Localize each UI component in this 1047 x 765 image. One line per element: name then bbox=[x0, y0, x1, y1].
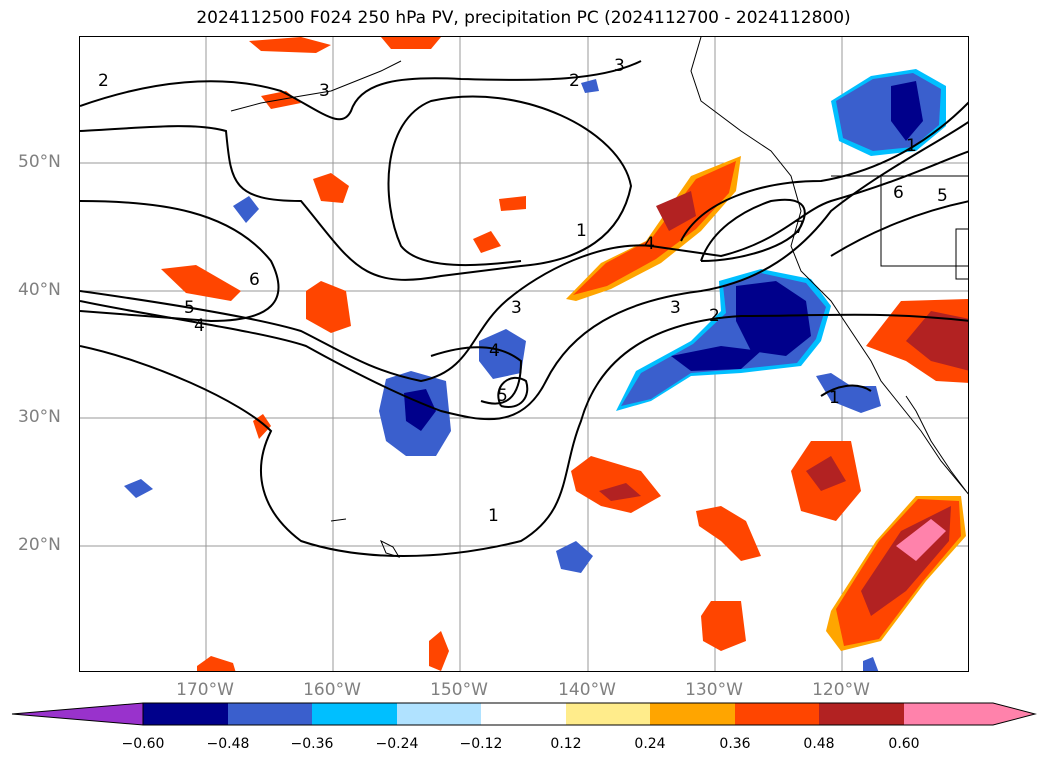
gridlines bbox=[80, 37, 968, 671]
contour-label: 3 bbox=[670, 298, 681, 318]
lon-label-130w: 130°W bbox=[685, 680, 743, 700]
precipitation-shading bbox=[124, 37, 968, 671]
contour-label: 6 bbox=[893, 183, 904, 203]
contour-label: 5 bbox=[937, 186, 948, 206]
contour-label: 3 bbox=[319, 81, 330, 101]
map-title: 2024112500 F024 250 hPa PV, precipitatio… bbox=[196, 8, 851, 28]
contour-label: 7 bbox=[794, 218, 805, 238]
colorbar-tick: 0.24 bbox=[634, 736, 666, 752]
colorbar-swatch bbox=[566, 703, 650, 725]
colorbar-tick: −0.12 bbox=[459, 736, 503, 752]
colorbar-tick: 0.12 bbox=[550, 736, 582, 752]
colorbar-swatch bbox=[228, 703, 312, 725]
contour-label: 6 bbox=[249, 270, 260, 290]
contour-label: 1 bbox=[829, 388, 840, 408]
contour-label: 3 bbox=[614, 56, 625, 76]
colorbar-extend-right bbox=[904, 703, 1035, 725]
contour-label: 2 bbox=[709, 306, 720, 326]
colorbar-swatch bbox=[481, 703, 566, 725]
lon-label-120w: 120°W bbox=[812, 680, 870, 700]
colorbar-extend-left bbox=[11, 702, 144, 726]
colorbar-swatch bbox=[397, 703, 481, 725]
colorbar-swatch bbox=[819, 703, 904, 725]
lat-label-20n: 20°N bbox=[18, 535, 61, 555]
lat-label-30n: 30°N bbox=[18, 407, 61, 427]
map-frame: 2 2 3 3 6 5 4 1 4 3 3 2 4 5 1 7 6 5 1 1 bbox=[79, 36, 969, 672]
colorbar-swatch bbox=[735, 703, 819, 725]
contour-label: 3 bbox=[511, 298, 522, 318]
colorbar-tick: 0.60 bbox=[888, 736, 920, 752]
contour-label: 1 bbox=[576, 221, 587, 241]
contour-labels: 2 2 3 3 6 5 4 1 4 3 3 2 4 5 1 7 6 5 1 1 bbox=[98, 56, 948, 526]
contour-label: 4 bbox=[489, 341, 500, 361]
map-plot: 2 2 3 3 6 5 4 1 4 3 3 2 4 5 1 7 6 5 1 1 bbox=[80, 37, 968, 671]
colorbar-tick: −0.36 bbox=[290, 736, 334, 752]
contour-label: 1 bbox=[906, 136, 917, 156]
colorbar-tick: −0.48 bbox=[206, 736, 250, 752]
lon-label-150w: 150°W bbox=[430, 680, 488, 700]
lon-label-140w: 140°W bbox=[558, 680, 616, 700]
contour-label: 2 bbox=[569, 71, 580, 91]
lat-label-50n: 50°N bbox=[18, 152, 61, 172]
contour-label: 5 bbox=[184, 298, 195, 318]
colorbar-swatch bbox=[312, 703, 397, 725]
contour-label: 4 bbox=[644, 234, 655, 254]
contour-label: 2 bbox=[98, 71, 109, 91]
colorbar-swatch bbox=[650, 703, 735, 725]
contour-label: 1 bbox=[488, 506, 499, 526]
colorbar-swatch bbox=[143, 703, 228, 725]
colorbar-tick: 0.48 bbox=[803, 736, 835, 752]
colorbar bbox=[11, 702, 1037, 726]
contour-label: 4 bbox=[194, 316, 205, 336]
lon-label-160w: 160°W bbox=[303, 680, 361, 700]
lon-label-170w: 170°W bbox=[176, 680, 234, 700]
pv-contours bbox=[80, 60, 968, 557]
contour-label: 5 bbox=[497, 386, 508, 406]
colorbar-tick: 0.36 bbox=[719, 736, 751, 752]
lat-label-40n: 40°N bbox=[18, 280, 61, 300]
colorbar-tick: −0.60 bbox=[121, 736, 165, 752]
colorbar-tick: −0.24 bbox=[375, 736, 419, 752]
coastlines bbox=[230, 37, 968, 558]
